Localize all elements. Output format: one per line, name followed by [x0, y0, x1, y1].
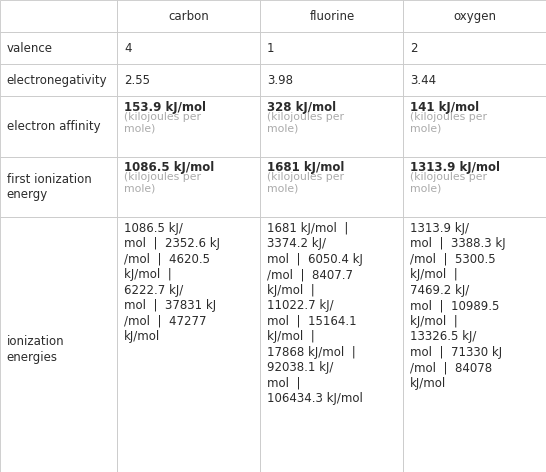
Text: carbon: carbon: [169, 9, 209, 23]
Bar: [403, 217, 546, 472]
Text: oxygen: oxygen: [453, 9, 496, 23]
Bar: [260, 0, 403, 32]
Text: 3.44: 3.44: [410, 74, 436, 87]
Bar: [117, 96, 260, 157]
Text: 141 kJ/mol: 141 kJ/mol: [410, 101, 479, 114]
Bar: [0, 157, 117, 217]
Text: 2: 2: [410, 42, 418, 55]
Text: 1313.9 kJ/mol: 1313.9 kJ/mol: [410, 161, 500, 175]
Bar: [403, 96, 546, 157]
Bar: [117, 0, 260, 32]
Bar: [403, 0, 546, 32]
Text: 1086.5 kJ/
mol  |  2352.6 kJ
/mol  |  4620.5
kJ/mol  |
6222.7 kJ/
mol  |  37831 : 1086.5 kJ/ mol | 2352.6 kJ /mol | 4620.5…: [124, 222, 220, 343]
Text: valence: valence: [7, 42, 52, 55]
Text: 2.55: 2.55: [124, 74, 150, 87]
Text: ionization
energies: ionization energies: [7, 335, 64, 363]
Text: 1313.9 kJ/
mol  |  3388.3 kJ
/mol  |  5300.5
kJ/mol  |
7469.2 kJ/
mol  |  10989.: 1313.9 kJ/ mol | 3388.3 kJ /mol | 5300.5…: [410, 222, 506, 390]
Text: 4: 4: [124, 42, 132, 55]
Text: fluorine: fluorine: [310, 9, 354, 23]
Text: (kilojoules per
mole): (kilojoules per mole): [124, 172, 201, 194]
Text: first ionization
energy: first ionization energy: [7, 173, 91, 201]
Text: (kilojoules per
mole): (kilojoules per mole): [267, 112, 344, 133]
Text: 3.98: 3.98: [267, 74, 293, 87]
Bar: [0, 64, 117, 96]
Bar: [403, 157, 546, 217]
Bar: [260, 64, 403, 96]
Bar: [260, 32, 403, 64]
Bar: [260, 96, 403, 157]
Text: electron affinity: electron affinity: [7, 120, 100, 133]
Text: 153.9 kJ/mol: 153.9 kJ/mol: [124, 101, 206, 114]
Text: (kilojoules per
mole): (kilojoules per mole): [410, 172, 487, 194]
Text: 328 kJ/mol: 328 kJ/mol: [267, 101, 336, 114]
Text: electronegativity: electronegativity: [7, 74, 107, 87]
Bar: [260, 157, 403, 217]
Bar: [403, 64, 546, 96]
Text: (kilojoules per
mole): (kilojoules per mole): [267, 172, 344, 194]
Bar: [403, 32, 546, 64]
Text: (kilojoules per
mole): (kilojoules per mole): [410, 112, 487, 133]
Text: 1: 1: [267, 42, 275, 55]
Bar: [117, 32, 260, 64]
Bar: [260, 217, 403, 472]
Bar: [117, 64, 260, 96]
Bar: [0, 0, 117, 32]
Text: 1681 kJ/mol: 1681 kJ/mol: [267, 161, 345, 175]
Text: 1086.5 kJ/mol: 1086.5 kJ/mol: [124, 161, 214, 175]
Text: (kilojoules per
mole): (kilojoules per mole): [124, 112, 201, 133]
Bar: [117, 157, 260, 217]
Text: 1681 kJ/mol  |
3374.2 kJ/
mol  |  6050.4 kJ
/mol  |  8407.7
kJ/mol  |
11022.7 kJ: 1681 kJ/mol | 3374.2 kJ/ mol | 6050.4 kJ…: [267, 222, 363, 405]
Bar: [0, 217, 117, 472]
Bar: [117, 217, 260, 472]
Bar: [0, 96, 117, 157]
Bar: [0, 32, 117, 64]
